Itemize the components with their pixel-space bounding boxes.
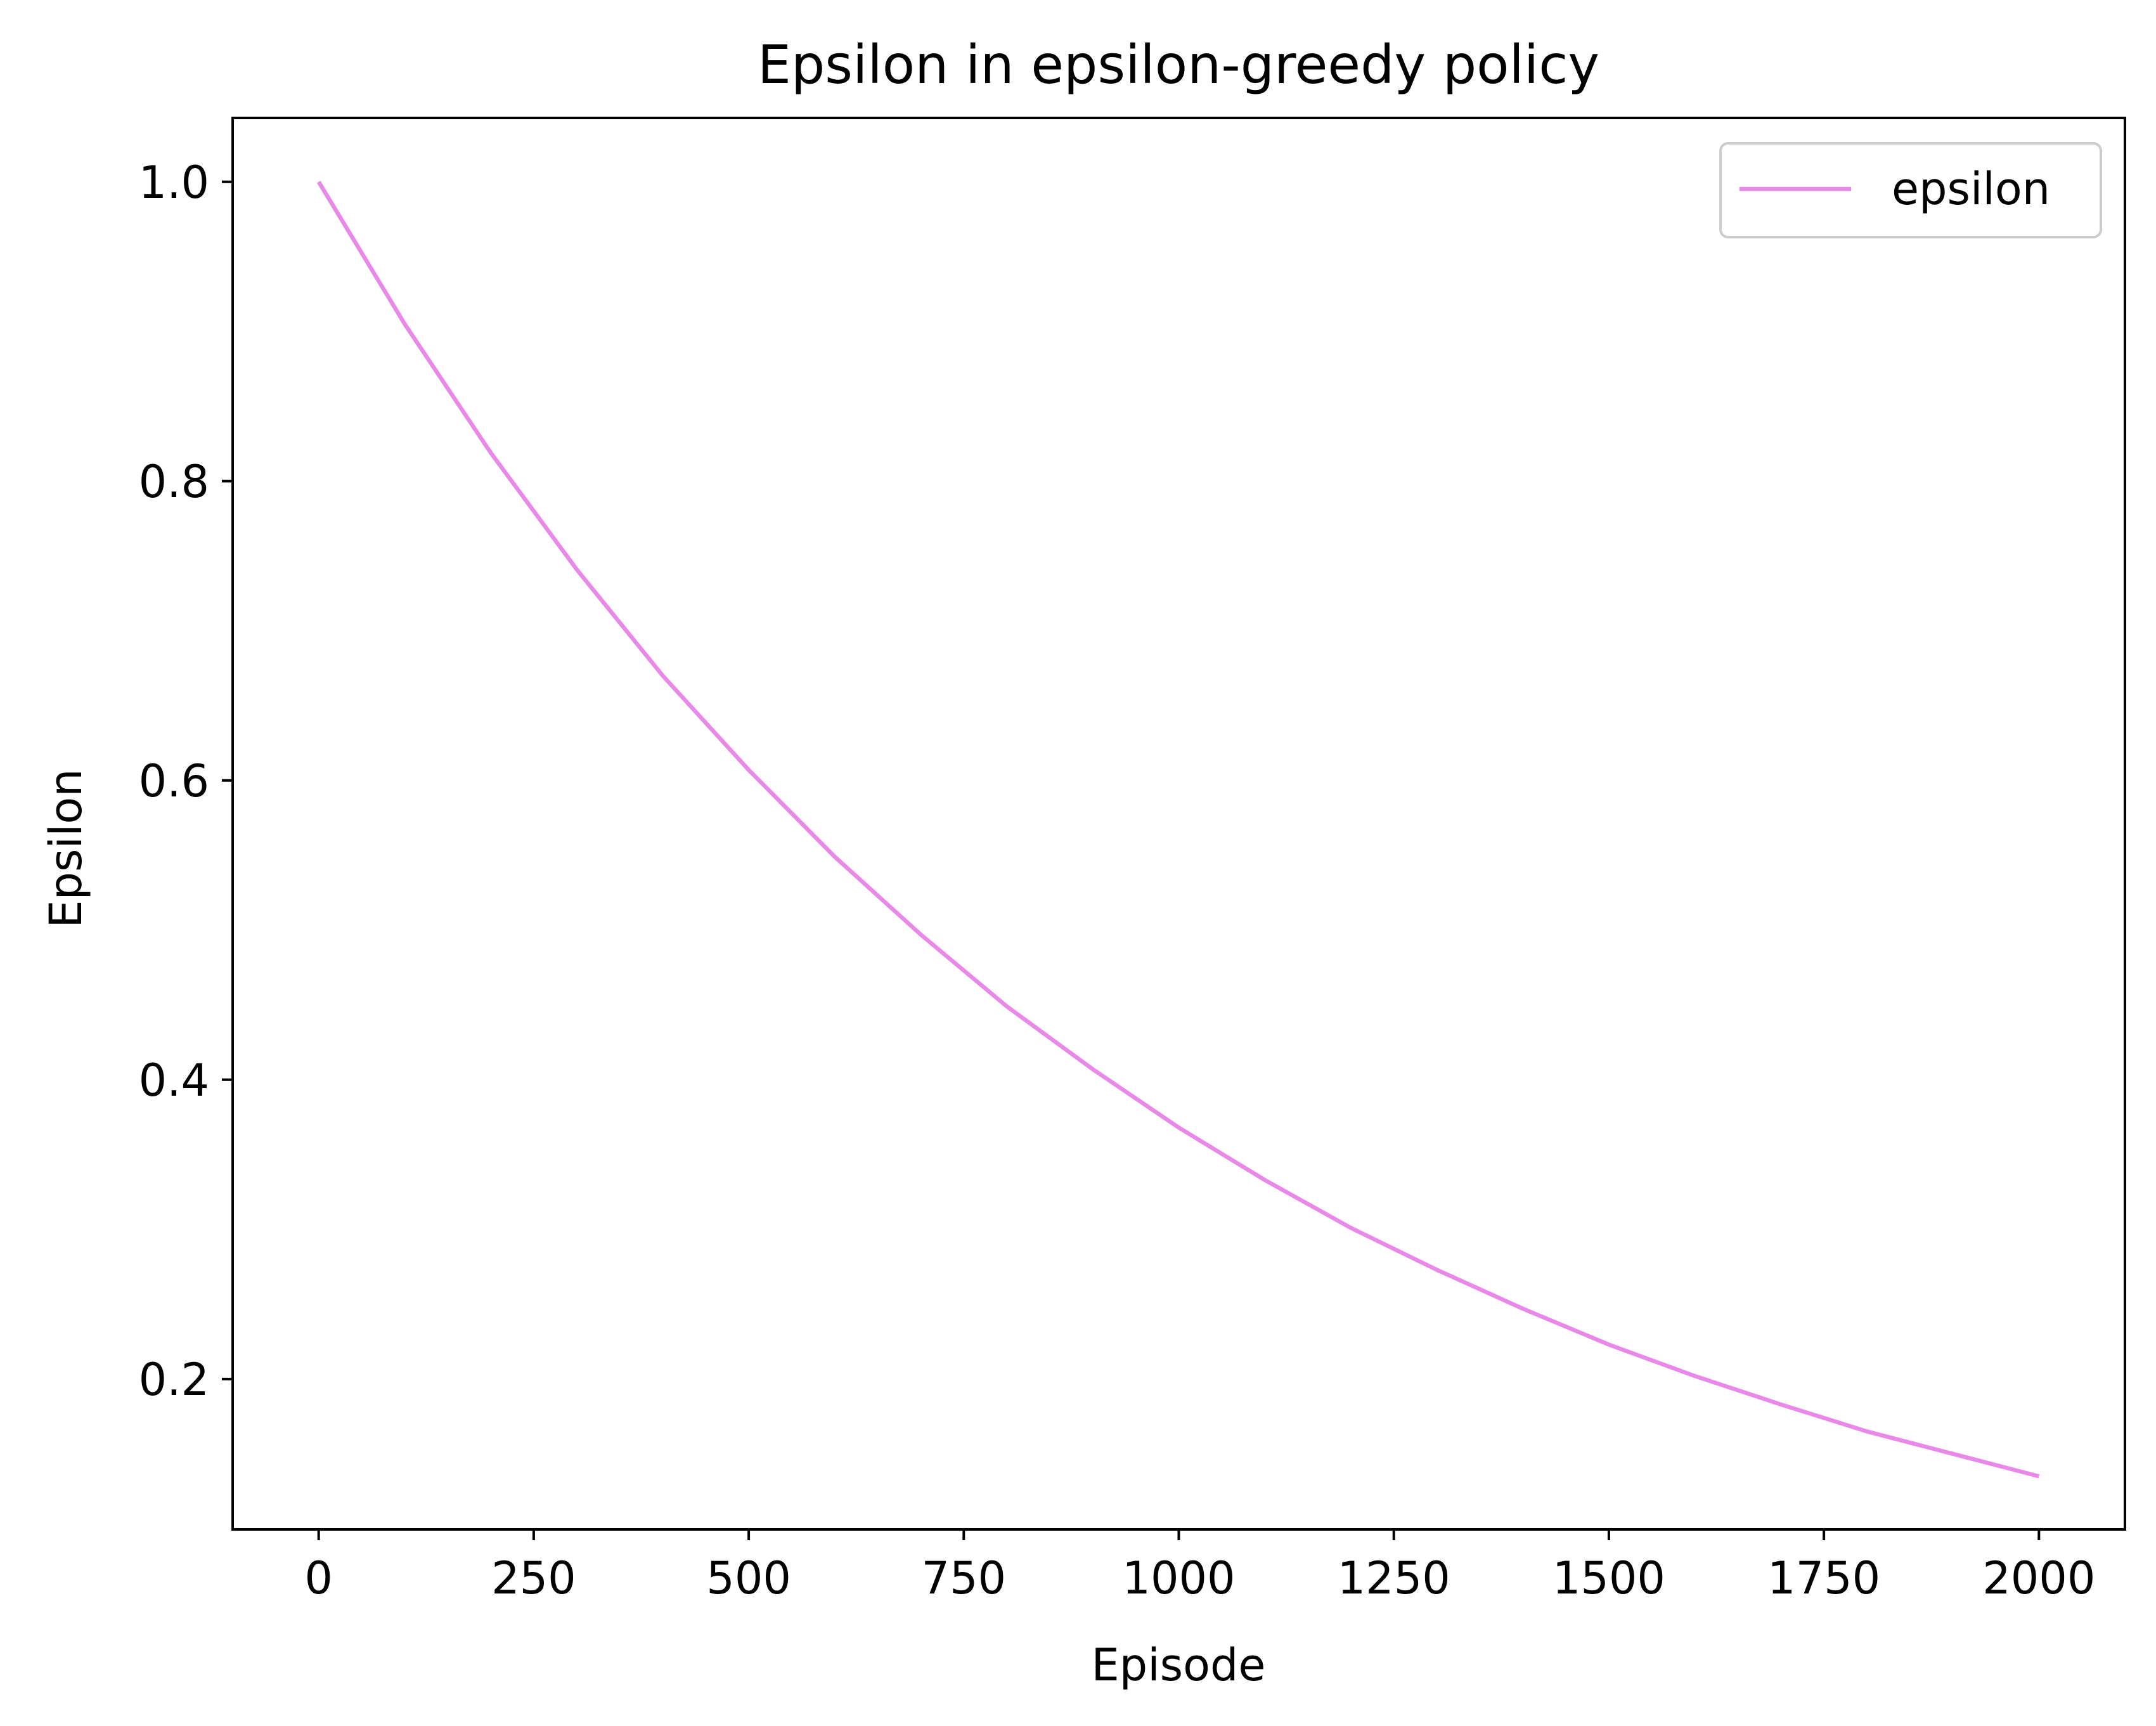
y-tick-label-0.4: 0.4 [139,1054,209,1106]
y-tick-label-1.0: 1.0 [139,157,209,209]
plot-area: 0 250 500 750 1000 1250 1500 1750 2000 0.2 0.4 0.6 0… [139,117,2126,1604]
y-axis-label: Epsilon [40,769,92,928]
x-tick-label-1000: 1000 [1122,1552,1235,1604]
x-axis-label: Episode [1092,1639,1266,1691]
x-tick-label-1750: 1750 [1767,1552,1880,1604]
legend-label-epsilon: epsilon [1892,163,2050,215]
chart-title: Epsilon in epsilon-greedy policy [758,34,1599,96]
x-tick-label-500: 500 [706,1552,791,1604]
x-tick-label-0: 0 [304,1552,333,1604]
x-tick-label-2000: 2000 [1982,1552,2095,1604]
y-tick-label-0.6: 0.6 [139,755,209,807]
x-tick-label-750: 750 [921,1552,1006,1604]
legend: epsilon [1719,142,2102,238]
series-line-epsilon [316,181,2040,1479]
legend-box [1719,142,2102,238]
x-tick-label-1500: 1500 [1552,1552,1665,1604]
y-tick-label-0.8: 0.8 [139,456,209,508]
x-tick-label-1250: 1250 [1338,1552,1450,1604]
x-tick-label-250: 250 [491,1552,576,1604]
y-tick-label-0.2: 0.2 [139,1354,209,1406]
